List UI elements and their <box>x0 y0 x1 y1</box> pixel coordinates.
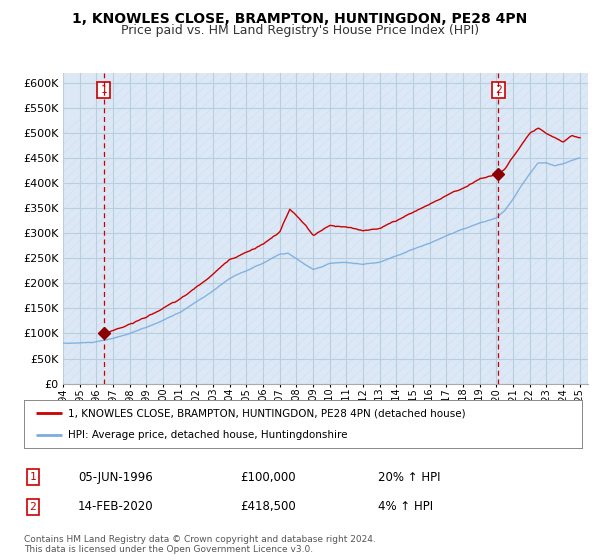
Text: 2: 2 <box>29 502 37 512</box>
Text: 2: 2 <box>495 85 502 95</box>
Text: Price paid vs. HM Land Registry's House Price Index (HPI): Price paid vs. HM Land Registry's House … <box>121 24 479 36</box>
Text: 20% ↑ HPI: 20% ↑ HPI <box>378 470 440 484</box>
Text: This data is licensed under the Open Government Licence v3.0.: This data is licensed under the Open Gov… <box>24 545 313 554</box>
Text: £100,000: £100,000 <box>240 470 296 484</box>
Text: 1: 1 <box>29 472 37 482</box>
Text: 05-JUN-1996: 05-JUN-1996 <box>78 470 153 484</box>
Text: 1, KNOWLES CLOSE, BRAMPTON, HUNTINGDON, PE28 4PN: 1, KNOWLES CLOSE, BRAMPTON, HUNTINGDON, … <box>73 12 527 26</box>
Text: Contains HM Land Registry data © Crown copyright and database right 2024.: Contains HM Land Registry data © Crown c… <box>24 535 376 544</box>
Text: 1, KNOWLES CLOSE, BRAMPTON, HUNTINGDON, PE28 4PN (detached house): 1, KNOWLES CLOSE, BRAMPTON, HUNTINGDON, … <box>68 408 465 418</box>
Text: 4% ↑ HPI: 4% ↑ HPI <box>378 500 433 514</box>
Text: £418,500: £418,500 <box>240 500 296 514</box>
Text: 1: 1 <box>100 85 107 95</box>
Text: 14-FEB-2020: 14-FEB-2020 <box>78 500 154 514</box>
Text: HPI: Average price, detached house, Huntingdonshire: HPI: Average price, detached house, Hunt… <box>68 430 347 440</box>
